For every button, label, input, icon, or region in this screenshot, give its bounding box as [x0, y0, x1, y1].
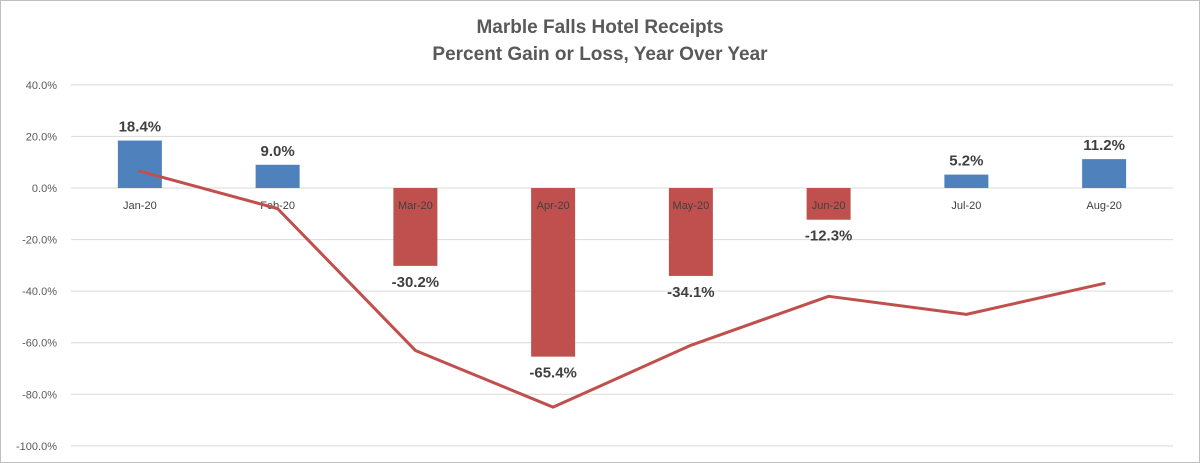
x-tick-label: Jan-20 [123, 200, 157, 212]
y-tick-label: -60.0% [22, 338, 57, 350]
data-label: 5.2% [949, 153, 983, 170]
y-tick-label: -80.0% [22, 389, 57, 401]
bar [1082, 159, 1127, 188]
y-tick-label: -100.0% [16, 441, 57, 453]
data-label: -34.1% [667, 284, 715, 301]
x-tick-label: May-20 [673, 200, 710, 212]
y-tick-label: 40.0% [26, 80, 57, 92]
data-label: -65.4% [529, 365, 577, 382]
data-label: 18.4% [119, 119, 162, 136]
bar [806, 188, 851, 220]
data-label: 11.2% [1083, 137, 1125, 154]
chart-title: Marble Falls Hotel Receipts [476, 17, 724, 38]
x-tick-label: Jun-20 [812, 200, 846, 212]
chart-subtitle: Percent Gain or Loss, Year Over Year [432, 44, 768, 65]
y-tick-label: -20.0% [22, 235, 57, 247]
bar [393, 188, 438, 266]
bar [531, 188, 576, 357]
data-label: -30.2% [392, 274, 440, 291]
trend-line [138, 169, 1106, 409]
y-tick-label: 20.0% [26, 131, 57, 143]
bar [255, 164, 300, 188]
y-tick-label: 0.0% [32, 183, 57, 195]
bar [117, 140, 162, 188]
data-label: -12.3% [805, 228, 853, 245]
x-tick-label: Jul-20 [951, 200, 981, 212]
bar [668, 188, 713, 276]
data-label: 9.0% [261, 143, 295, 160]
chart-title-block: Marble Falls Hotel Receipts Percent Gain… [1, 14, 1199, 68]
x-tick-label: Mar-20 [398, 200, 433, 212]
x-tick-label: Aug-20 [1086, 200, 1121, 212]
bar [944, 174, 989, 188]
x-tick-label: Apr-20 [537, 200, 570, 212]
y-tick-label: -40.0% [22, 286, 57, 298]
x-tick-label: Feb-20 [260, 200, 295, 212]
